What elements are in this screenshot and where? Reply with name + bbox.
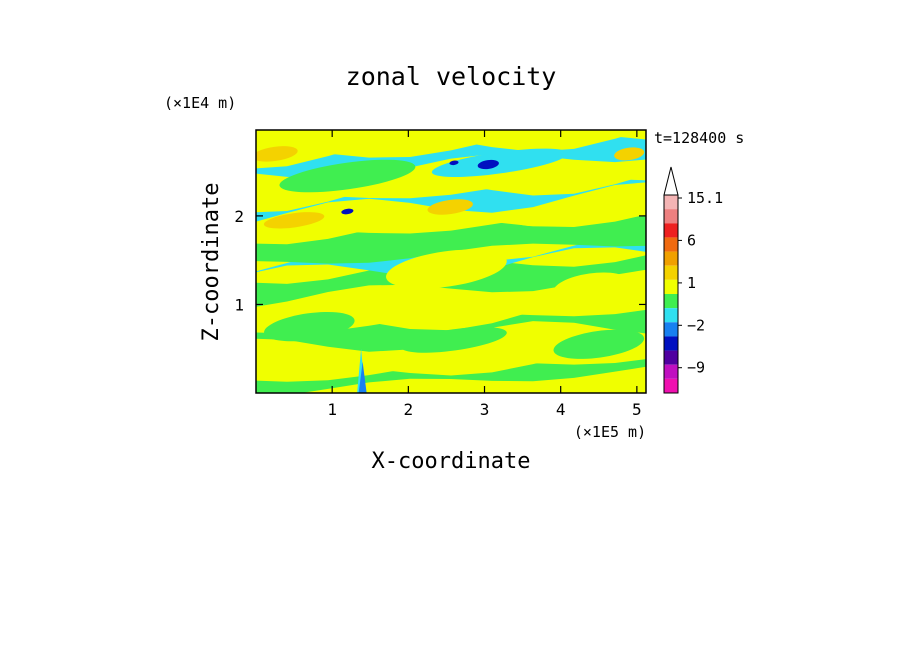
contour-cell [553,272,629,301]
colorbar-label: 1 [687,274,696,292]
x-tick-label: 4 [556,400,566,419]
contour-cell [427,199,473,215]
y-axis-ticks: 12 [234,207,646,314]
contour-cell [263,356,340,377]
colorbar-arrow [663,166,679,196]
colorbar-segment [664,322,678,337]
colorbar-segment [664,265,678,280]
contour-cell [279,159,416,193]
colorbar-segment [664,378,678,393]
contour-cell [431,148,568,177]
contour-band [256,175,646,222]
colorbar-segment [664,279,678,294]
x-tick-label: 2 [404,400,414,419]
contour-cell [256,146,298,162]
chart-title: zonal velocity [346,62,557,91]
contour-band [256,359,646,393]
contour-cell [386,249,507,289]
contour-band [256,231,646,277]
colorbar: 15.1 6 1 −2 −9 [663,166,723,394]
y-axis-label: Z-coordinate [199,183,224,342]
colorbar-segment [664,195,678,210]
y-unit-label: (×1E4 m) [164,94,236,112]
contour-band [256,193,646,245]
contour-cell [263,212,325,229]
colorbar-label: −9 [687,359,705,377]
colorbar-segment [664,251,678,266]
colorbar-segment [664,223,678,238]
contour-cell [449,160,459,166]
x-tick-label: 5 [632,400,642,419]
contour-cell [515,205,591,227]
colorbar-segment [664,336,678,351]
colorbar-label: 6 [687,231,696,249]
contour-cell [264,311,355,342]
time-label: t=128400 s [654,129,744,147]
colorbar-frame [663,194,679,394]
contour-cell [341,208,354,215]
colorbar-segment [664,209,678,224]
x-axis-label: X-coordinate [372,449,531,474]
contour-cell [477,159,499,170]
contour-cell [614,147,645,161]
y-tick-label: 2 [234,207,244,226]
colorbar-segment [664,294,678,309]
contour-band [256,130,646,169]
contour-spike [358,362,367,393]
x-axis-ticks: 1 2 3 4 5 [327,130,642,419]
colorbar-label: 15.1 [687,189,723,207]
colorbar-segment [664,237,678,252]
plot-field [256,130,646,393]
x-tick-label: 3 [480,400,490,419]
x-tick-label: 1 [327,400,337,419]
colorbar-label: −2 [687,316,705,334]
x-unit-label: (×1E5 m) [574,423,646,441]
colorbar-segment [664,364,678,379]
y-tick-label: 1 [234,295,244,314]
colorbar-segment [664,308,678,323]
contour-cell [553,329,645,359]
colorbar-segment [664,350,678,365]
contour-cell [401,327,507,353]
plot-frame [255,129,647,394]
